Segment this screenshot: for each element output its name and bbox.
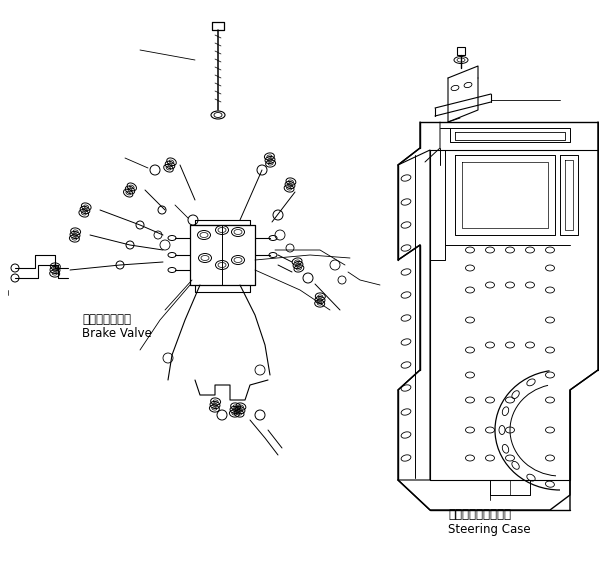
- Text: ブレーキバルブ: ブレーキバルブ: [82, 313, 131, 326]
- Text: ステアリングケース: ステアリングケース: [448, 508, 511, 521]
- Bar: [457, 47, 465, 55]
- Text: Steering Case: Steering Case: [448, 523, 531, 536]
- Text: Brake Valve: Brake Valve: [82, 327, 152, 340]
